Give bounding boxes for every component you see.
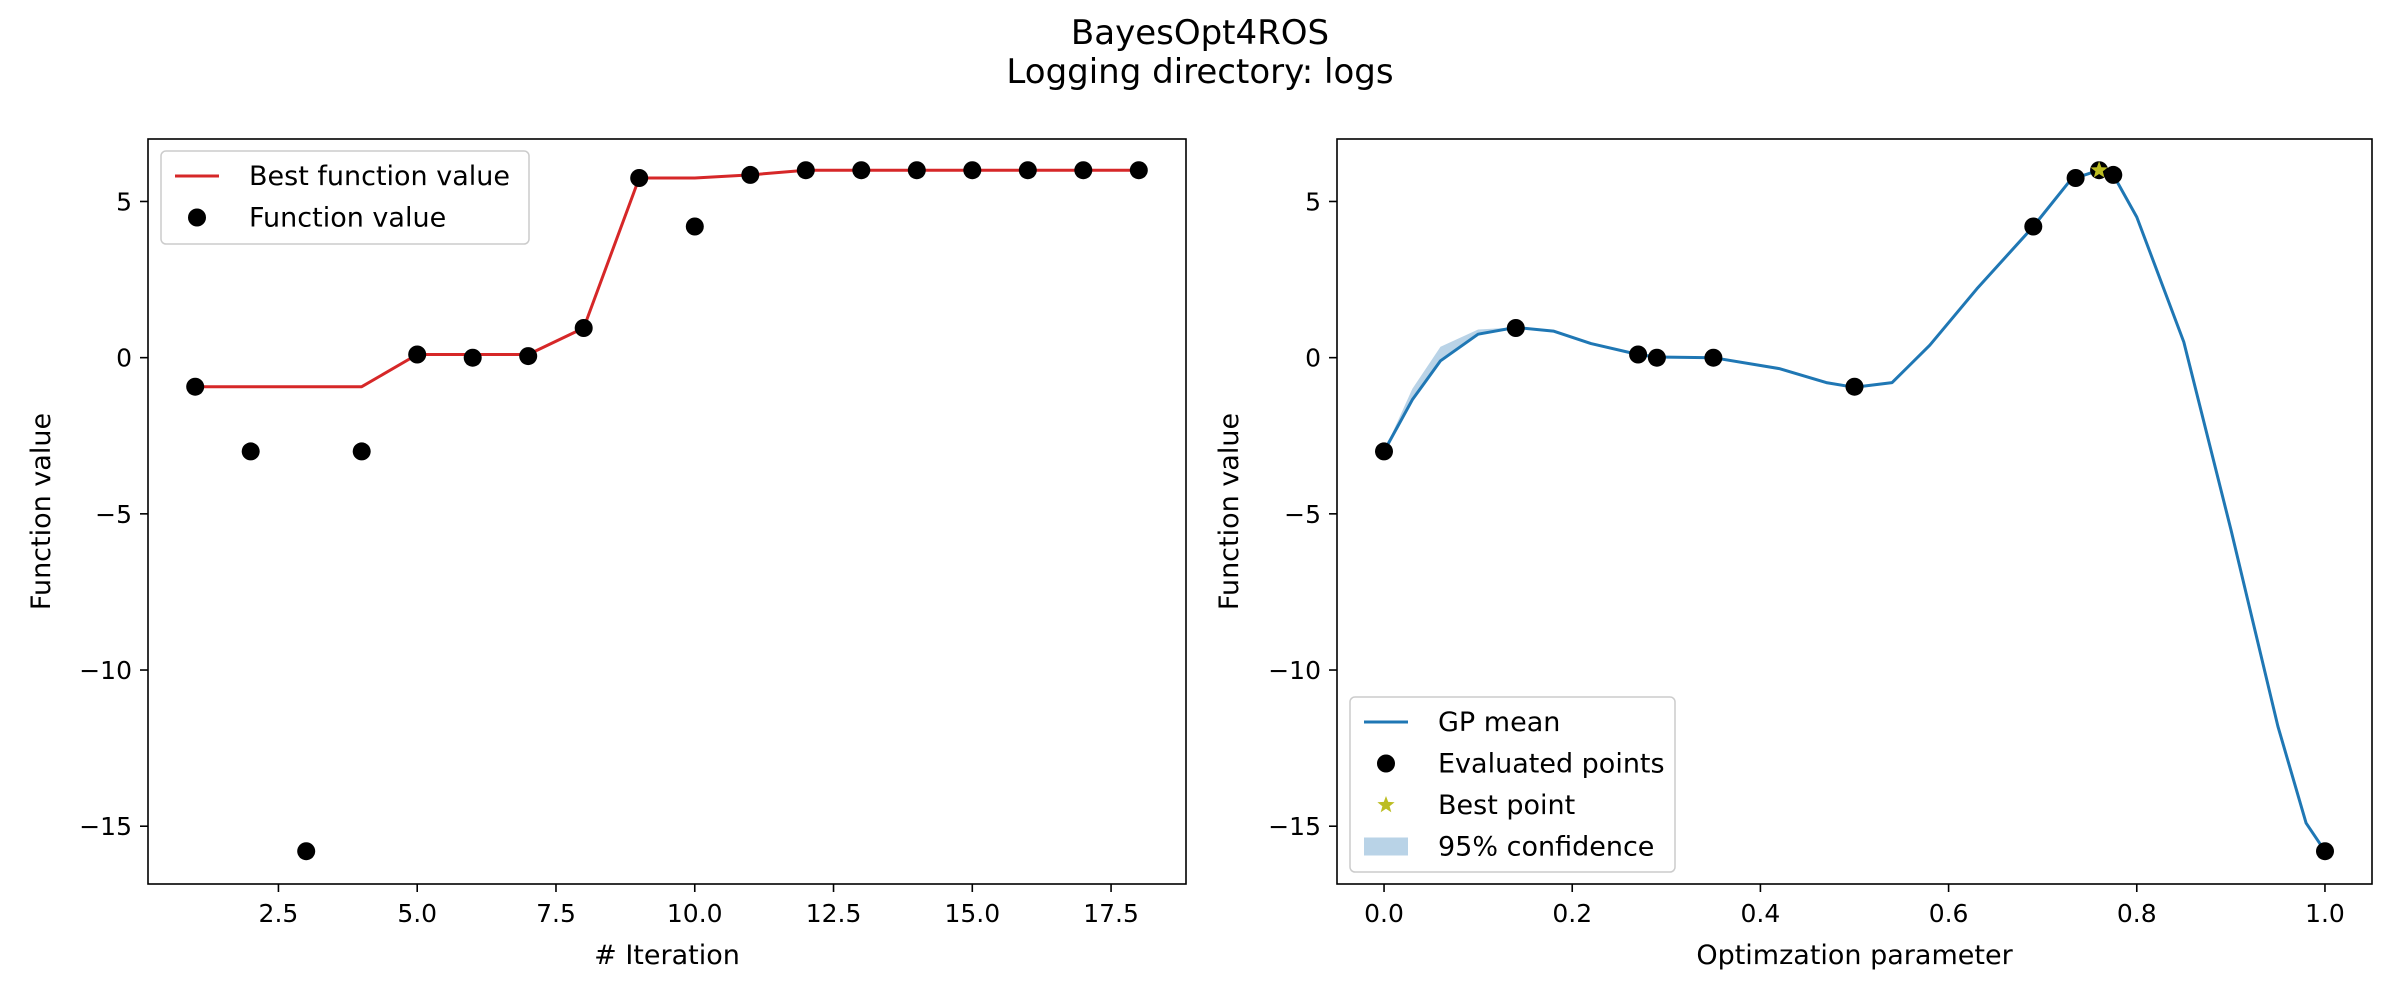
legend-box <box>160 150 530 245</box>
data-point <box>186 377 205 396</box>
x-tick-label: 10.0 <box>667 899 723 928</box>
data-point <box>630 169 649 187</box>
data-point <box>463 348 482 367</box>
best-point-star <box>2090 161 2108 178</box>
y-tick-label: −15 <box>1268 812 1321 841</box>
legend-band-icon <box>1364 837 1408 856</box>
data-point <box>1647 348 1666 367</box>
y-tick-label: −5 <box>95 500 132 529</box>
data-point <box>796 161 815 180</box>
chart-2: 0.0 0.2 0.4 0.6 0.8 1.0 5 0 −5 −10 −15 Optimzation … <box>1214 138 2373 971</box>
y-tick-label: −15 <box>79 812 132 841</box>
legend-label: Function value <box>249 203 446 234</box>
data-point <box>852 161 871 180</box>
x-tick-label: 1.0 <box>2305 899 2345 928</box>
x-axis-label: Optimzation parameter <box>1696 940 2013 971</box>
x-tick-label: 15.0 <box>944 899 1000 928</box>
data-point <box>519 347 538 366</box>
data-point <box>1845 377 1864 396</box>
legend-label: Best point <box>1438 790 1575 821</box>
charts-container: 2.5 5.0 7.5 10.0 12.5 15.0 17.5 5 0 −5 −10 −15 # Ite… <box>26 138 2373 971</box>
data-point <box>2316 842 2334 861</box>
data-point <box>2024 217 2043 236</box>
x-tick-label: 2.5 <box>259 899 299 928</box>
y-axis-label: Function value <box>1214 413 1245 610</box>
x-tick-label: 7.5 <box>536 899 576 928</box>
figure-title: BayesOpt4ROS <box>1071 13 1329 53</box>
best-value-line <box>195 168 1139 389</box>
legend-label: Best function value <box>249 161 510 192</box>
axes-frame <box>1336 138 2373 885</box>
data-point <box>963 161 982 180</box>
data-point <box>741 165 760 184</box>
x-tick-label: 5.0 <box>397 899 437 928</box>
x-tick-label: 0.8 <box>2117 899 2157 928</box>
data-point <box>2104 165 2123 184</box>
y-tick-label: −5 <box>1284 500 1321 529</box>
data-point <box>408 345 427 364</box>
legend: Best function value Function value <box>160 150 530 245</box>
data-point <box>1629 345 1648 364</box>
x-tick-label: 0.4 <box>1741 899 1781 928</box>
data-point <box>907 161 926 180</box>
legend-label: GP mean <box>1438 707 1560 738</box>
x-axis-label: # Iteration <box>594 940 740 971</box>
data-point <box>1375 442 1393 461</box>
data-point <box>1074 161 1093 180</box>
data-point <box>2066 169 2085 187</box>
data-point <box>241 442 260 461</box>
legend-label: Evaluated points <box>1438 749 1665 780</box>
confidence-band <box>1384 327 1516 452</box>
legend-label: 95% confidence <box>1438 832 1654 863</box>
y-tick-label: −10 <box>1268 656 1321 685</box>
data-point <box>352 442 371 461</box>
data-point <box>574 319 593 337</box>
data-point <box>297 842 316 861</box>
y-axis-label: Function value <box>26 413 57 610</box>
x-tick-label: 17.5 <box>1083 899 1139 928</box>
y-tick-label: −10 <box>79 656 132 685</box>
data-point <box>1506 319 1525 337</box>
y-tick-label: 5 <box>1305 187 1321 216</box>
figure-subtitle: Logging directory: logs <box>1006 52 1393 92</box>
legend-dot-icon <box>188 208 206 227</box>
x-tick-label: 12.5 <box>806 899 862 928</box>
data-point <box>1129 161 1148 180</box>
y-tick-label: 0 <box>116 344 132 373</box>
data-point <box>685 217 704 236</box>
x-tick-label: 0.6 <box>1929 899 1969 928</box>
legend: GP mean Evaluated points Best point 95% con… <box>1349 696 1676 873</box>
axes-frame <box>147 138 1187 885</box>
y-tick-label: 0 <box>1305 344 1321 373</box>
y-tick-label: 5 <box>116 187 132 216</box>
data-point <box>1704 348 1723 367</box>
x-tick-label: 0.0 <box>1364 899 1404 928</box>
legend-dot-icon <box>1377 754 1395 773</box>
chart-1: 2.5 5.0 7.5 10.0 12.5 15.0 17.5 5 0 −5 −10 −15 # Ite… <box>26 138 1187 971</box>
data-point <box>1018 161 1037 180</box>
legend-box <box>1349 696 1676 873</box>
x-tick-label: 0.2 <box>1552 899 1592 928</box>
legend-star-icon <box>1377 796 1395 813</box>
